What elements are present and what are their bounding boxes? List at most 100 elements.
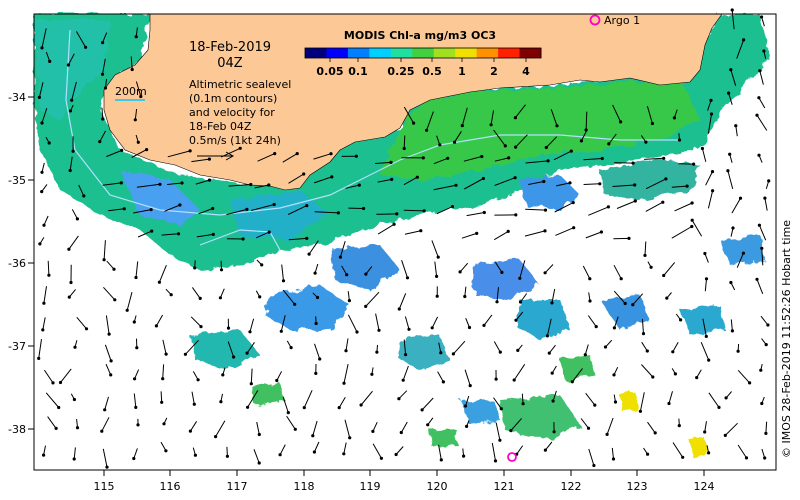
velocity-vector-head [741,251,746,255]
velocity-vector [282,289,296,305]
velocity-vector-head [729,68,733,72]
velocity-vector-head [667,401,671,406]
velocity-vector [105,363,112,376]
chl-patch [500,395,580,440]
velocity-vector-head [545,334,550,338]
velocity-vector [438,342,442,353]
velocity-vector-head [109,373,113,377]
velocity-vector [228,184,251,187]
velocity-vector [632,293,644,306]
date-label: 18-Feb-2019 [189,40,271,55]
velocity-vector [641,318,644,334]
velocity-vector-head [103,408,107,412]
velocity-vector-head [364,304,368,308]
velocity-vector [756,279,764,294]
velocity-vector-head [550,371,554,375]
velocity-vector [612,104,622,123]
lon-tick-label: 122 [561,480,582,493]
velocity-vector-head [132,320,136,324]
velocity-vector [546,318,552,337]
velocity-vector [583,158,603,161]
velocity-vector-head [37,356,41,360]
velocity-vector [41,28,47,49]
velocity-vector [459,262,469,273]
velocity-vector [515,134,528,148]
chl-patch [398,335,450,370]
velocity-vector-head [613,400,618,404]
velocity-vector-head [516,348,520,352]
credit-text: © IMOS 28-Feb-2019 11:52:26 Hobart time [780,220,793,458]
velocity-vector [461,232,477,239]
velocity-vector [41,108,48,124]
velocity-vector [705,171,713,186]
velocity-vector [338,396,346,408]
colorbar-frame [304,47,542,59]
colorbar-swatch [412,48,435,58]
velocity-vector [494,261,503,273]
velocity-vector-head [354,154,358,158]
velocity-vector [195,179,210,185]
velocity-vector-head [102,258,106,262]
velocity-vector [254,184,269,189]
velocity-vector [256,421,260,435]
colorbar-tick-label: 1 [458,65,466,78]
velocity-vector-head [482,323,486,327]
velocity-vector-head [101,117,105,121]
velocity-vector-head [82,194,86,198]
velocity-vector [372,443,382,459]
velocity-vector [313,153,332,160]
velocity-vector [403,339,407,355]
velocity-vector-head [72,457,76,461]
velocity-vector-head [371,429,375,433]
velocity-vector-head [362,206,366,211]
velocity-vector [708,392,720,408]
velocity-vector-head [42,453,46,457]
velocity-vector-head [543,229,547,233]
velocity-vector-head [681,455,685,459]
velocity-vector-head [69,280,73,285]
colorbar [305,48,542,58]
velocity-vector [702,318,707,337]
velocity-vector-head [619,277,623,281]
velocity-vector-head [48,59,52,64]
velocity-vector [250,204,275,211]
velocity-vector [313,441,320,453]
velocity-vector-head [41,328,45,332]
velocity-vector [515,311,524,321]
velocity-vector-head [342,381,346,385]
velocity-vector-head [57,405,61,410]
velocity-vector [724,422,738,436]
velocity-vector [461,107,468,126]
velocity-vector [185,339,199,355]
velocity-vector-head [75,426,80,430]
velocity-vector [761,248,764,266]
velocity-vector [219,288,225,298]
velocity-vector-head [198,296,202,300]
velocity-vector [404,230,421,235]
velocity-vector-head [703,430,707,434]
velocity-vector [585,111,588,131]
velocity-vector-head [312,450,316,454]
colorbar-swatch [433,48,456,58]
velocity-vector [276,371,283,381]
velocity-vector-head [246,405,250,409]
velocity-vector-head [103,86,108,90]
velocity-vector [162,364,165,379]
latitude-axis: -34 -35 -36 -37 -38 [8,91,34,436]
velocity-vector [226,208,248,216]
velocity-vector-head [645,349,649,353]
velocity-vector [580,130,587,142]
velocity-vector-head [672,116,677,120]
velocity-vector-head [38,242,42,246]
velocity-vector-head [295,152,299,156]
velocity-vector [161,233,179,236]
velocity-vector-head [450,205,455,209]
velocity-vector-head [662,156,666,160]
velocity-vector-head [130,67,134,72]
velocity-vector [464,369,471,386]
velocity-vector-head [728,152,732,156]
velocity-vector-head [651,375,655,379]
lon-tick-label: 117 [227,480,248,493]
velocity-vector [76,316,87,330]
velocity-vector-head [730,8,734,12]
